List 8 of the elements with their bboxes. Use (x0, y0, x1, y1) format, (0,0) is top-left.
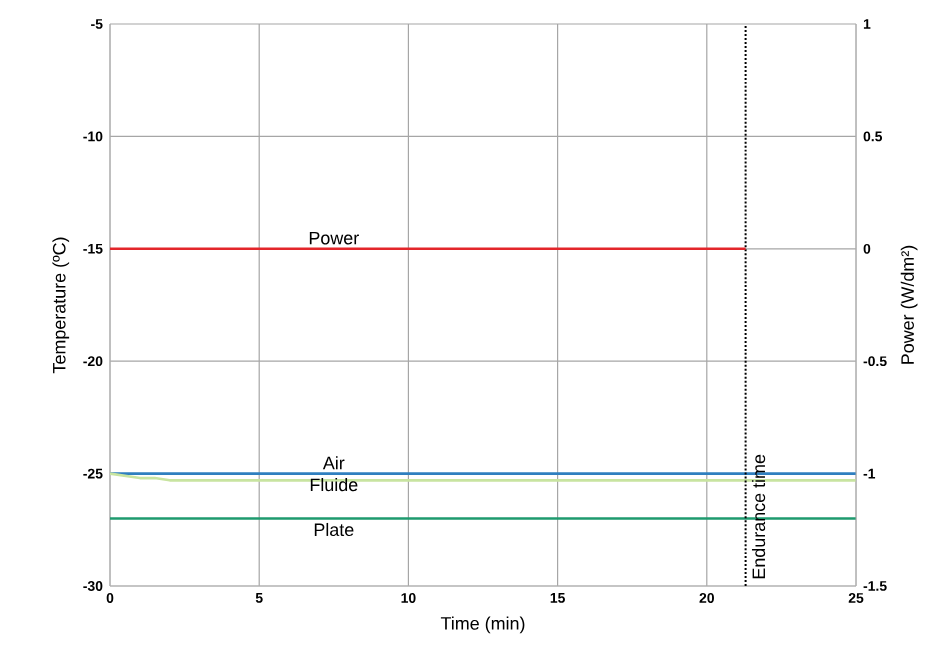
y2-axis-title: Power (W/dm²) (900, 245, 918, 364)
ref-line-label: Endurance time (751, 454, 766, 579)
series-label: Power (309, 231, 359, 245)
series-label: Air (322, 456, 345, 470)
series-label: Plate (314, 522, 354, 537)
y-axis-title: Temperature (ºC) (52, 237, 70, 374)
series-label: Fluide (310, 477, 358, 492)
x-axis-title: Time (min) (440, 616, 525, 634)
